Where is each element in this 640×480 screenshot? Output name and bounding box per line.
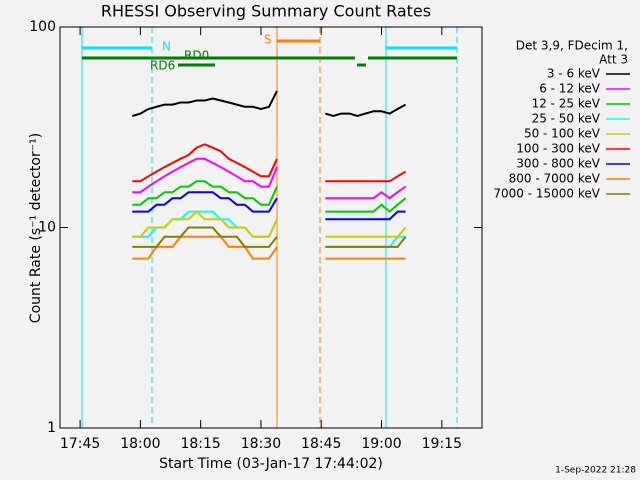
legend-label: 6 - 12 keV <box>539 82 601 96</box>
x-tick-label: 19:00 <box>361 436 401 452</box>
legend-label: 12 - 25 keV <box>532 97 601 111</box>
x-tick-label: 18:15 <box>180 436 220 452</box>
timestamp: 1-Sep-2022 21:28 <box>555 466 636 476</box>
legend-header: Det 3,9, FDecim 1, <box>516 39 628 53</box>
series-line <box>132 180 407 213</box>
legend-label: 300 - 800 keV <box>516 157 600 171</box>
legend-header: Att 3 <box>599 53 628 67</box>
event-markers: N RD0 RD6 S <box>81 27 458 428</box>
legend-label: 100 - 300 keV <box>516 142 600 156</box>
legend-label: 50 - 100 keV <box>524 127 601 141</box>
series-line <box>132 90 407 118</box>
series-line <box>132 191 406 221</box>
series-line <box>132 143 407 183</box>
x-tick-label: 19:15 <box>422 436 462 452</box>
y-tick-label: 10 <box>38 220 56 236</box>
legend-label: 7000 - 15000 keV <box>493 187 600 201</box>
legend-label: 25 - 50 keV <box>532 112 601 126</box>
x-axis-label: Start Time (03-Jan-17 17:44:02) <box>159 456 383 472</box>
y-axis-label: Count Rate (s⁻¹ detector⁻¹) <box>28 133 44 323</box>
annotation: N <box>162 40 171 54</box>
series-line <box>132 210 407 238</box>
series-line <box>132 226 407 248</box>
y-tick-label: 1 <box>47 420 56 436</box>
legend-label: 3 - 6 keV <box>547 67 601 81</box>
x-tick-label: 17:45 <box>60 436 100 452</box>
x-tick-label: 18:30 <box>241 436 281 452</box>
annotation: S <box>264 33 272 47</box>
annotation: RD6 <box>150 59 175 73</box>
x-tick-label: 18:00 <box>120 436 160 452</box>
y-tick-label: 100 <box>29 19 56 35</box>
x-tick-label: 18:45 <box>301 436 341 452</box>
annotation: RD0 <box>184 49 209 63</box>
series-line <box>132 157 407 200</box>
chart-title: RHESSI Observing Summary Count Rates <box>101 2 431 21</box>
legend-label: 800 - 7000 keV <box>509 172 601 186</box>
